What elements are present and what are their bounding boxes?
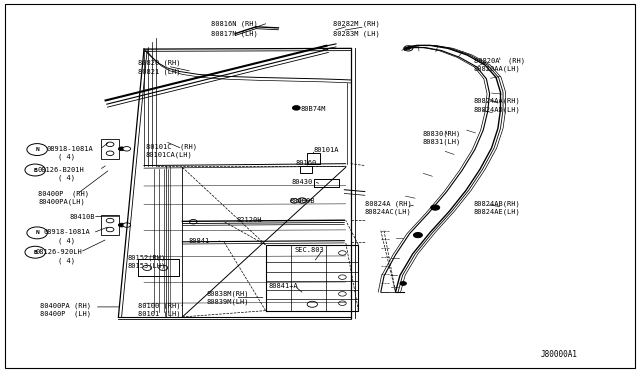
Circle shape	[339, 292, 346, 296]
Text: 80820A  (RH): 80820A (RH)	[474, 57, 525, 64]
Circle shape	[404, 46, 413, 51]
Text: SEC.803: SEC.803	[294, 247, 324, 253]
Text: ( 4): ( 4)	[58, 154, 75, 160]
Text: ( 4): ( 4)	[58, 237, 75, 244]
Text: 80400PA(LH): 80400PA(LH)	[38, 198, 85, 205]
Text: 80838M(RH): 80838M(RH)	[206, 291, 248, 297]
Text: 80101C  (RH): 80101C (RH)	[146, 144, 197, 150]
Circle shape	[25, 164, 45, 176]
Text: J80000A1: J80000A1	[541, 350, 578, 359]
Text: B: B	[33, 250, 37, 255]
Text: 80841+A: 80841+A	[269, 283, 298, 289]
Circle shape	[123, 147, 131, 151]
Bar	[300, 166, 312, 173]
Circle shape	[106, 151, 114, 155]
Text: 80821 (LH): 80821 (LH)	[138, 68, 180, 75]
Text: 82120H: 82120H	[237, 217, 262, 223]
Text: 80817N (LH): 80817N (LH)	[211, 30, 258, 37]
Circle shape	[413, 232, 422, 238]
Circle shape	[118, 223, 125, 227]
Text: 80152(RH): 80152(RH)	[128, 254, 166, 261]
Text: ( 4): ( 4)	[58, 257, 75, 264]
Text: 08918-1081A: 08918-1081A	[46, 146, 93, 152]
Text: 80101A: 80101A	[314, 147, 339, 153]
Circle shape	[159, 265, 168, 270]
Text: 80824AC(LH): 80824AC(LH)	[365, 209, 412, 215]
Text: 80400PA (RH): 80400PA (RH)	[40, 302, 91, 309]
Text: 80824AB(RH): 80824AB(RH)	[474, 201, 520, 207]
Text: 08126-920LH: 08126-920LH	[35, 249, 82, 255]
Circle shape	[291, 199, 298, 203]
Text: 80100 (RH): 80100 (RH)	[138, 302, 180, 309]
Circle shape	[339, 275, 346, 279]
Text: 80160: 80160	[296, 160, 317, 166]
Circle shape	[307, 301, 317, 307]
Circle shape	[106, 218, 114, 223]
Text: 80820 (RH): 80820 (RH)	[138, 60, 180, 67]
Text: 80283M (LH): 80283M (LH)	[333, 30, 380, 37]
Bar	[101, 138, 119, 159]
Circle shape	[118, 147, 125, 151]
Text: 80101CA(LH): 80101CA(LH)	[146, 152, 193, 158]
Text: 80824AD(LH): 80824AD(LH)	[474, 106, 520, 113]
Text: 80410B: 80410B	[69, 214, 95, 219]
Text: 80400P  (RH): 80400P (RH)	[38, 190, 90, 197]
Text: 80816N (RH): 80816N (RH)	[211, 21, 258, 28]
Text: 80830(RH): 80830(RH)	[422, 131, 461, 137]
Text: 80400P  (LH): 80400P (LH)	[40, 311, 91, 317]
Circle shape	[106, 142, 114, 147]
Text: 80824AA(RH): 80824AA(RH)	[474, 98, 520, 105]
Text: N: N	[35, 230, 39, 235]
Text: 80400B: 80400B	[290, 198, 316, 204]
Text: 80B74M: 80B74M	[301, 106, 326, 112]
Circle shape	[339, 251, 346, 255]
Circle shape	[298, 198, 307, 203]
Text: 80430: 80430	[291, 179, 312, 185]
Text: 08126-B201H: 08126-B201H	[37, 167, 84, 173]
Text: 08918-1081A: 08918-1081A	[44, 229, 90, 235]
Circle shape	[27, 227, 47, 239]
Text: 80101 (LH): 80101 (LH)	[138, 311, 180, 317]
Text: 80824A (RH): 80824A (RH)	[365, 201, 412, 207]
Circle shape	[292, 106, 300, 110]
Circle shape	[25, 246, 45, 258]
Text: 80153(LH): 80153(LH)	[128, 262, 166, 269]
Circle shape	[189, 219, 197, 224]
Text: 80824AE(LH): 80824AE(LH)	[474, 209, 520, 215]
Circle shape	[123, 223, 131, 227]
Circle shape	[431, 205, 440, 210]
Circle shape	[400, 282, 406, 285]
Text: 80282M (RH): 80282M (RH)	[333, 21, 380, 28]
Circle shape	[106, 227, 114, 232]
Circle shape	[27, 144, 47, 155]
Text: B: B	[33, 167, 37, 173]
Circle shape	[143, 265, 152, 270]
Text: N: N	[35, 147, 39, 152]
Text: 80820AA(LH): 80820AA(LH)	[474, 65, 520, 72]
Circle shape	[406, 47, 410, 49]
Text: 80841: 80841	[189, 238, 210, 244]
Text: 80831(LH): 80831(LH)	[422, 139, 461, 145]
Circle shape	[339, 301, 346, 305]
Bar	[101, 215, 119, 235]
Bar	[307, 153, 320, 164]
Text: ( 4): ( 4)	[58, 175, 75, 182]
Text: 80839M(LH): 80839M(LH)	[206, 299, 248, 305]
